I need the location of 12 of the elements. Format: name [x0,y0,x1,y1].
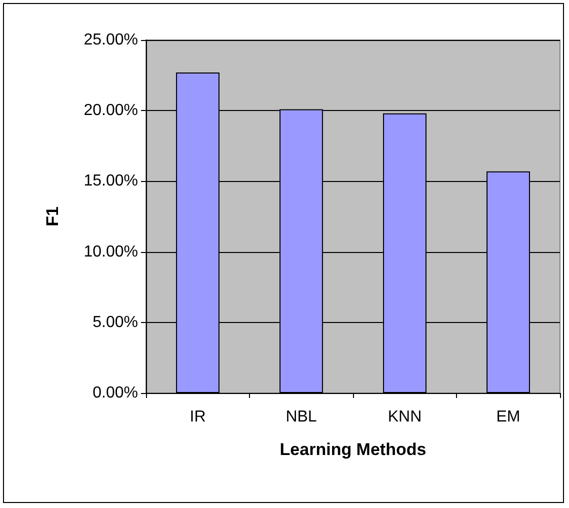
y-tick-label: 5.00% [92,314,138,331]
y-tick-label: 10.00% [84,243,138,260]
x-axis-title: Learning Methods [280,440,426,459]
y-tick-label: 25.00% [84,32,138,48]
x-tick-label: EM [496,408,520,426]
x-tick-label: IR [190,408,206,426]
y-axis-title: F1 [43,206,62,226]
y-tick-label: 0.00% [92,384,138,402]
x-tick-label: KNN [388,408,422,426]
y-tick-label: 20.00% [84,102,138,120]
x-tick-label: NBL [286,408,317,426]
y-tick-label: 15.00% [84,172,138,190]
